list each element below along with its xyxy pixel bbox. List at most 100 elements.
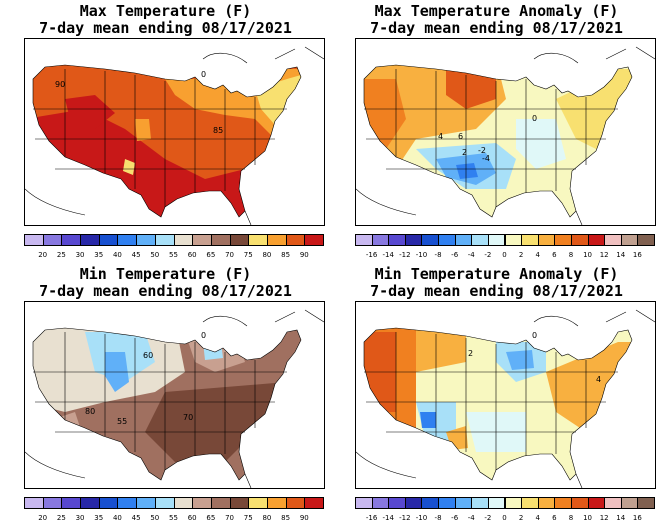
colorbar-swatch: [521, 497, 539, 509]
colorbar-tick-label: -8: [434, 251, 442, 259]
colorbar-swatch: [24, 234, 44, 246]
colorbar-swatch: [521, 234, 539, 246]
colorbar-swatch: [471, 234, 489, 246]
colorbar-tick-label: 2: [518, 251, 524, 259]
colorbar-tick-label: 55: [169, 251, 178, 259]
panel-min-temperature-anomaly: Min Temperature Anomaly (F) 7-day mean e…: [331, 263, 662, 526]
colorbar-tick-label: 35: [94, 251, 104, 259]
colorbar-tick-label: 20: [38, 514, 48, 522]
colorbar-tick-label: -12: [399, 514, 411, 522]
colorbar-swatch: [154, 497, 175, 509]
colorbar-swatch: [117, 497, 138, 509]
colorbar-swatch: [554, 497, 572, 509]
colorbar-swatch: [229, 497, 250, 509]
colorbar-tick-label: 60: [187, 251, 197, 259]
colorbar-swatch: [248, 497, 268, 509]
colorbar-swatch: [388, 234, 406, 246]
colorbar-tick-label: -10: [415, 251, 428, 259]
colorbar-swatch: [80, 497, 100, 509]
contour-label: 90: [55, 80, 65, 89]
colorbar-swatch: [136, 497, 156, 509]
colorbar-swatch: [504, 234, 523, 246]
colorbar-swatch: [504, 497, 523, 509]
colorbar-swatch: [587, 234, 606, 246]
colorbar-swatch: [192, 497, 212, 509]
colorbar-swatch: [604, 234, 622, 246]
colorbar-max-temperature: 20 25 30 35 40 45 50 55 60 65 70 75 80 85 90: [24, 234, 324, 259]
colorbar-tick-label: 8: [568, 514, 574, 522]
colorbar-min-temperature-anomaly: -16 -14 -12 -10 -8 -6 -4 -2 0 2 4 6 8 10 12 14 16: [355, 497, 655, 522]
colorbar-tick-label: -16: [365, 251, 378, 259]
colorbar-tick-label: 65: [206, 251, 216, 259]
colorbar-swatch: [61, 497, 82, 509]
colorbar-swatch: [487, 234, 506, 246]
colorbar-tick-label: 85: [281, 514, 291, 522]
colorbar-tick-label: 30: [75, 514, 85, 522]
colorbar-swatch: [173, 234, 194, 246]
contour-label: 0: [532, 114, 537, 123]
colorbar-swatch: [229, 234, 250, 246]
colorbar-tick-label: 16: [632, 514, 642, 522]
colorbar-tick-label: 50: [150, 514, 160, 522]
colorbar-swatch: [554, 234, 572, 246]
colorbar-swatch: [117, 234, 138, 246]
colorbar-swatch: [537, 234, 556, 246]
contour-label: -4: [482, 154, 490, 163]
colorbar-tick-label: 50: [150, 251, 160, 259]
contour-label: 60: [143, 351, 153, 360]
map-max-temperature-anomaly: 4 6 2 -2 -4 0: [355, 38, 656, 226]
colorbar-tick-label: 40: [112, 514, 122, 522]
colorbar-swatch: [248, 234, 268, 246]
panel-min-temperature: Min Temperature (F) 7-day mean ending 08…: [0, 263, 331, 526]
contour-label: 4: [596, 375, 601, 384]
colorbar-tick-label: 4: [535, 514, 540, 522]
colorbar-max-temperature-anomaly: -16 -14 -12 -10 -8 -6 -4 -2 0 2 4 6 8 10 12 14 16: [355, 234, 655, 259]
colorbar-swatch: [388, 497, 406, 509]
contour-label: 0: [532, 331, 537, 340]
panel-title: Max Temperature Anomaly (F): [374, 2, 619, 20]
colorbar-swatch: [61, 234, 82, 246]
panel-subtitle: 7-day mean ending 08/17/2021: [370, 19, 623, 37]
colorbar-tick-label: 16: [632, 251, 642, 259]
colorbar-swatch: [80, 234, 100, 246]
colorbar-tick-label: -2: [484, 251, 492, 259]
contour-label: 2: [462, 148, 467, 157]
colorbar-tick-label: 70: [225, 514, 235, 522]
colorbar-swatch: [285, 234, 306, 246]
colorbar-swatch: [371, 497, 390, 509]
colorbar-swatch: [438, 497, 456, 509]
contour-label: -2: [478, 146, 486, 155]
colorbar-swatch: [154, 234, 175, 246]
colorbar-tick-label: 85: [281, 251, 291, 259]
colorbar-tick-label: 25: [56, 514, 66, 522]
colorbar-tick-label: 14: [616, 251, 626, 259]
contour-label: 2: [468, 349, 473, 358]
colorbar-tick-label: 25: [56, 251, 66, 259]
colorbar-swatch: [355, 497, 373, 509]
colorbar-swatch: [404, 234, 423, 246]
colorbar-tick-label: -4: [467, 251, 475, 259]
colorbar-tick-label: 20: [38, 251, 48, 259]
colorbar-swatch: [620, 234, 639, 246]
colorbar-swatch: [570, 234, 589, 246]
panel-title: Min Temperature (F): [79, 265, 252, 283]
colorbar-swatch: [570, 497, 589, 509]
panel-subtitle: 7-day mean ending 08/17/2021: [370, 282, 623, 300]
colorbar-tick-label: 80: [262, 251, 272, 259]
colorbar-tick-label: 0: [502, 514, 507, 522]
map-max-temperature: 90 85 0: [24, 38, 325, 226]
colorbar-swatch: [42, 497, 63, 509]
colorbar-tick-label: -16: [365, 514, 378, 522]
colorbar-tick-label: 30: [75, 251, 85, 259]
colorbar-tick-label: 0: [502, 251, 507, 259]
colorbar-tick-label: 80: [262, 514, 272, 522]
colorbar-swatch: [454, 497, 473, 509]
colorbar-tick-label: 12: [599, 514, 609, 522]
colorbar-swatch: [136, 234, 156, 246]
colorbar-tick-label: 40: [112, 251, 122, 259]
colorbar-tick-label: -4: [467, 514, 475, 522]
colorbar-swatch: [421, 234, 440, 246]
colorbar-swatch: [266, 497, 287, 509]
contour-label: 0: [201, 331, 206, 340]
colorbar-tick-label: -12: [399, 251, 411, 259]
